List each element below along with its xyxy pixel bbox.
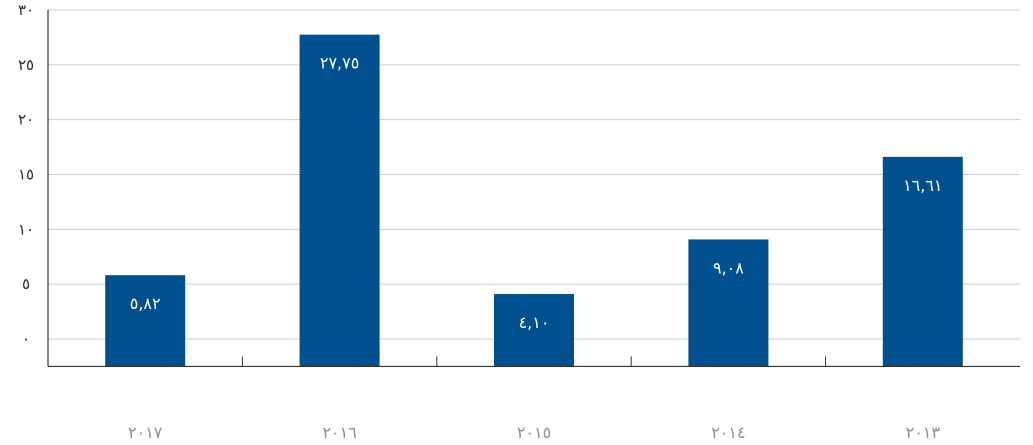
data-label: ١٦,٦١ (903, 176, 942, 195)
x-tick-label: ٢٠١٧ (128, 423, 163, 442)
bar (494, 294, 574, 367)
x-tick-label: ٢٠١٦ (322, 423, 356, 442)
bar (688, 239, 769, 367)
data-label: ٤,١٠ (519, 313, 550, 332)
y-tick-label: ٣٠ (18, 1, 34, 19)
x-tick-label: ٢٠١٣ (906, 423, 941, 442)
data-label: ٢٧,٧٥ (320, 54, 359, 73)
bar (882, 156, 963, 367)
x-tick-label: ٢٠١٤ (711, 423, 745, 442)
axes (47, 10, 1020, 368)
x-tick-label: ٢٠١٥ (517, 423, 551, 442)
y-tick-label: ٥ (22, 275, 30, 293)
gridlines (48, 9, 1020, 340)
data-label: ٥,٨٢ (130, 294, 161, 313)
bar (299, 34, 380, 367)
y-tick-label: ٠ (22, 330, 30, 348)
bars (105, 34, 963, 367)
labels: ٠ ٥ ١٠ ١٥ ٢٠ ٢٥ ٣٠ ٥,٨٢ ٢٠١٧ ٢٧,٧٥ ٢٠١٦ ٤,١٠ ٢٠١٥ ٩,٠… (18, 1, 943, 442)
y-tick-label: ١٠ (18, 220, 34, 238)
y-tick-label: ٢٥ (18, 56, 34, 74)
y-tick-label: ٢٠ (18, 111, 34, 129)
data-label: ٩,٠٨ (713, 258, 744, 277)
y-tick-label: ١٥ (18, 166, 34, 184)
bar (105, 275, 186, 367)
